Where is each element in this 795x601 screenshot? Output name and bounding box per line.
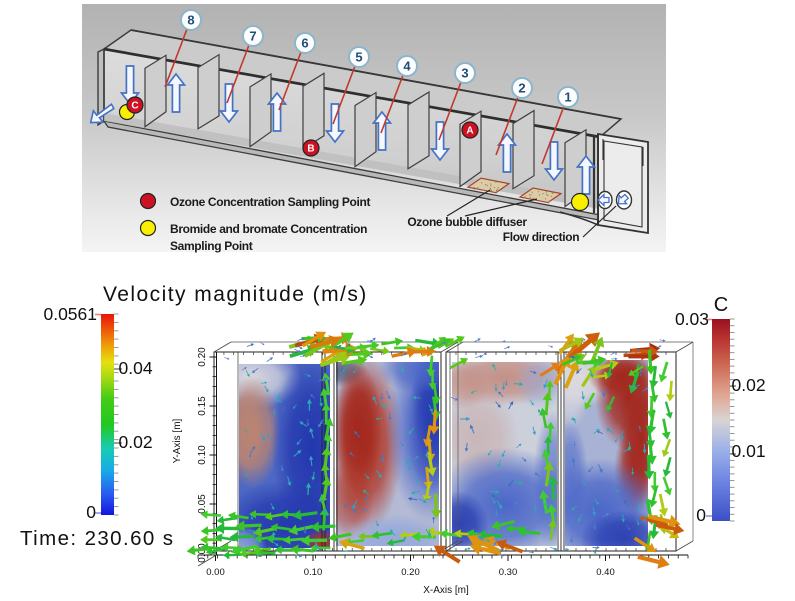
svg-text:0.30: 0.30 (499, 567, 518, 578)
svg-text:0.02: 0.02 (119, 432, 153, 452)
svg-text:6: 6 (301, 36, 308, 51)
svg-text:0.04: 0.04 (119, 358, 153, 378)
svg-text:0.00: 0.00 (206, 567, 225, 578)
svg-text:0.15: 0.15 (197, 396, 208, 416)
svg-text:C: C (131, 101, 138, 112)
svg-text:Velocity magnitude (m/s): Velocity magnitude (m/s) (103, 283, 368, 306)
svg-text:B: B (307, 144, 314, 155)
svg-text:0.01: 0.01 (732, 441, 766, 461)
svg-text:0.20: 0.20 (197, 347, 208, 367)
svg-text:8: 8 (187, 13, 194, 28)
svg-text:0.40: 0.40 (596, 567, 615, 578)
svg-text:0: 0 (86, 502, 96, 522)
svg-text:0.02: 0.02 (732, 375, 766, 395)
svg-text:Ozone Concentration Sampling P: Ozone Concentration Sampling Point (170, 195, 370, 209)
svg-text:0.0561: 0.0561 (43, 304, 97, 324)
svg-text:0.03: 0.03 (675, 309, 709, 329)
svg-text:0: 0 (696, 505, 706, 525)
svg-text:3: 3 (461, 66, 468, 81)
svg-text:Ozone bubble diffuser: Ozone bubble diffuser (407, 215, 527, 229)
svg-text:Time: 230.60 s: Time: 230.60 s (20, 527, 174, 550)
svg-text:7: 7 (249, 29, 256, 44)
svg-text:0.10: 0.10 (197, 445, 208, 465)
svg-text:2: 2 (518, 81, 525, 96)
svg-text:0.00: 0.00 (197, 543, 208, 563)
svg-text:Sampling Point: Sampling Point (170, 239, 253, 253)
svg-text:0.10: 0.10 (304, 567, 323, 578)
svg-text:C: C (714, 294, 728, 316)
svg-text:X-Axis [m]: X-Axis [m] (423, 585, 469, 596)
svg-text:A: A (466, 126, 473, 137)
svg-text:Flow direction: Flow direction (503, 230, 579, 244)
svg-text:0.05: 0.05 (197, 494, 208, 514)
svg-text:1: 1 (564, 90, 571, 105)
svg-text:5: 5 (355, 50, 362, 65)
svg-text:Bromide and bromate Concentrat: Bromide and bromate Concentration (170, 222, 367, 236)
svg-text:0.20: 0.20 (401, 567, 420, 578)
svg-text:Y-Axis [m]: Y-Axis [m] (172, 418, 183, 463)
svg-text:4: 4 (403, 59, 411, 74)
